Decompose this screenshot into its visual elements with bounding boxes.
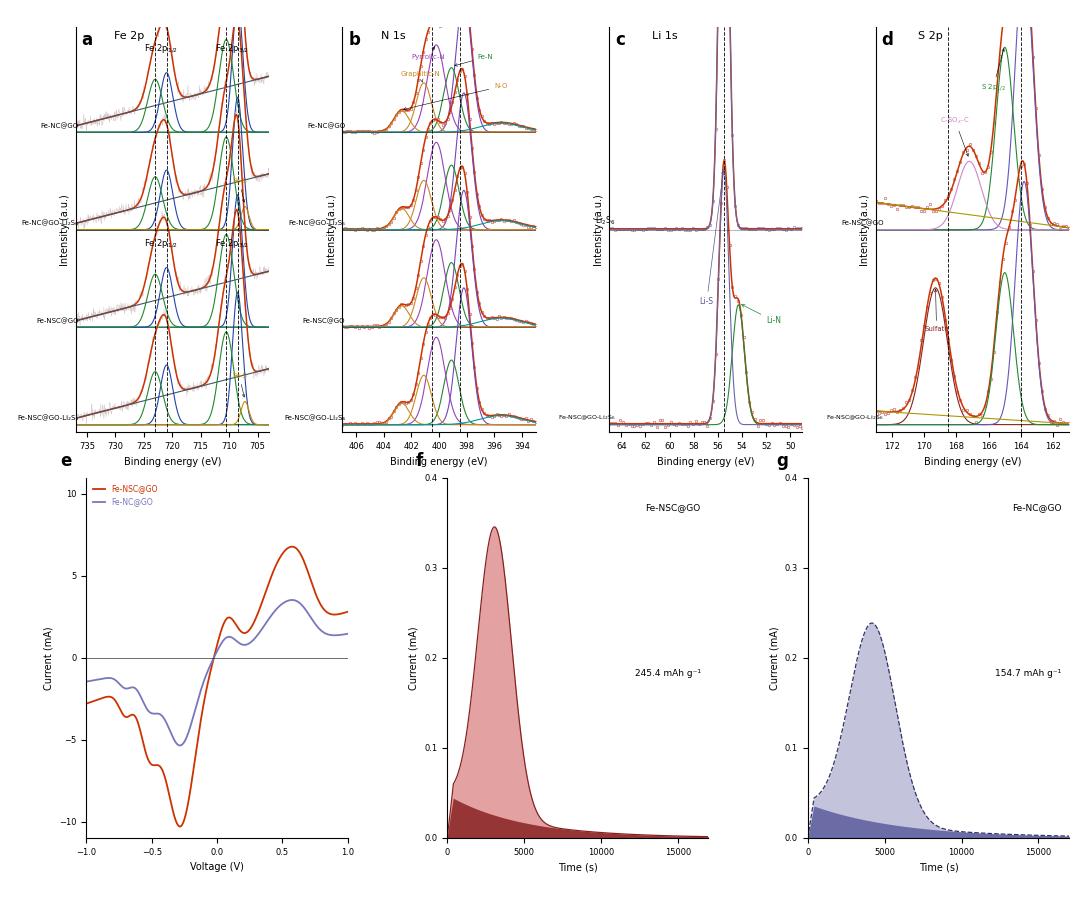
Text: Graphitic-N: Graphitic-N (401, 71, 441, 82)
X-axis label: Binding energy (eV): Binding energy (eV) (923, 457, 1022, 467)
X-axis label: Time (s): Time (s) (919, 862, 958, 872)
Y-axis label: Intensity (a.u.): Intensity (a.u.) (861, 194, 870, 266)
Text: Fe 2p$_{3/2}$: Fe 2p$_{3/2}$ (215, 42, 249, 56)
Text: Fe-NC@GO: Fe-NC@GO (307, 123, 346, 129)
Text: b: b (348, 31, 360, 49)
Y-axis label: Intensity (a.u.): Intensity (a.u.) (327, 194, 337, 266)
Text: S 2p$_{1/2}$: S 2p$_{1/2}$ (981, 49, 1005, 93)
Text: Li$_2$S$_6$: Li$_2$S$_6$ (595, 214, 616, 227)
Y-axis label: Current (mA): Current (mA) (408, 626, 419, 689)
Text: S 2p: S 2p (918, 31, 943, 41)
Text: Pyrrolic-N: Pyrrolic-N (411, 47, 445, 60)
Text: f: f (416, 452, 423, 470)
Text: N 1s: N 1s (381, 31, 406, 41)
Y-axis label: Intensity (a.u.): Intensity (a.u.) (594, 194, 604, 266)
Text: Fe-NSC@GO: Fe-NSC@GO (646, 503, 701, 512)
Text: d: d (881, 31, 893, 49)
Text: N-O: N-O (404, 84, 508, 110)
Y-axis label: Intensity (a.u.): Intensity (a.u.) (60, 194, 70, 266)
Text: Fe-NSC@GO-Li$_2$S$_6$: Fe-NSC@GO-Li$_2$S$_6$ (826, 413, 883, 422)
Text: Fe-NSC@GO: Fe-NSC@GO (36, 318, 79, 324)
Text: C-SO$_x$-C: C-SO$_x$-C (941, 115, 970, 156)
Text: Fe-NSC@GO-Li$_2$S$_6$: Fe-NSC@GO-Li$_2$S$_6$ (557, 413, 616, 422)
X-axis label: Binding energy (eV): Binding energy (eV) (657, 457, 755, 467)
Text: a: a (81, 31, 93, 49)
Legend: Fe-NSC@GO, Fe-NC@GO: Fe-NSC@GO, Fe-NC@GO (91, 481, 161, 509)
Text: Fe-NC@GO: Fe-NC@GO (40, 123, 79, 129)
Text: Fe-NSC@GO-Li₂S₆: Fe-NSC@GO-Li₂S₆ (17, 415, 79, 422)
Y-axis label: Current (mA): Current (mA) (769, 626, 780, 689)
Text: Fe-NC@GO-Li₂S₆: Fe-NC@GO-Li₂S₆ (22, 220, 79, 227)
Text: Fe-NSC@GO: Fe-NSC@GO (302, 318, 346, 324)
Text: Li-N: Li-N (742, 305, 781, 325)
X-axis label: Binding energy (eV): Binding energy (eV) (390, 457, 488, 467)
Y-axis label: Current (mA): Current (mA) (43, 626, 54, 689)
Text: g: g (777, 452, 788, 470)
Text: Fe 2p: Fe 2p (114, 31, 145, 41)
Text: Fe 2p$_{3/2}$: Fe 2p$_{3/2}$ (215, 238, 249, 250)
X-axis label: Binding energy (eV): Binding energy (eV) (123, 457, 221, 467)
Text: c: c (615, 31, 625, 49)
Text: Fe-NC@GO: Fe-NC@GO (1012, 503, 1062, 512)
Text: Fe 2p$_{1/2}$: Fe 2p$_{1/2}$ (144, 238, 178, 250)
Text: Li 1s: Li 1s (651, 31, 677, 41)
Text: 245.4 mAh g⁻¹: 245.4 mAh g⁻¹ (635, 669, 701, 678)
Text: Fe-NSC@GO: Fe-NSC@GO (841, 220, 883, 227)
Text: Fe-NC@GO-Li₂S₆: Fe-NC@GO-Li₂S₆ (288, 220, 346, 227)
Text: 154.7 mAh g⁻¹: 154.7 mAh g⁻¹ (995, 669, 1062, 678)
Text: Li-S: Li-S (700, 170, 725, 305)
Text: Fe-S: Fe-S (232, 373, 246, 397)
X-axis label: Time (s): Time (s) (558, 862, 597, 872)
Text: Fe-S: Fe-S (232, 178, 246, 202)
Text: Fe-NSC@GO-Li₂S₆: Fe-NSC@GO-Li₂S₆ (284, 415, 346, 422)
X-axis label: Voltage (V): Voltage (V) (190, 862, 244, 872)
Text: Sulfate: Sulfate (924, 289, 949, 332)
Text: Fe-N: Fe-N (455, 54, 494, 66)
Text: Fe 2p$_{1/2}$: Fe 2p$_{1/2}$ (144, 42, 178, 56)
Text: e: e (60, 452, 71, 470)
